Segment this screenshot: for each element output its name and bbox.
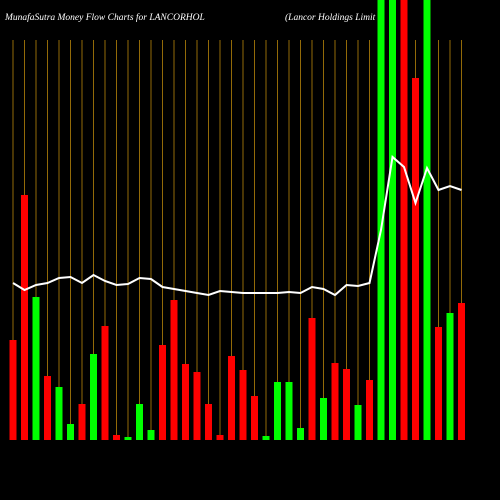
bar bbox=[400, 0, 408, 440]
bar bbox=[412, 78, 419, 440]
bar bbox=[262, 436, 270, 440]
bar bbox=[331, 363, 339, 440]
bar bbox=[216, 435, 224, 440]
bar bbox=[297, 428, 304, 440]
bar bbox=[366, 380, 373, 440]
bar bbox=[44, 376, 51, 440]
bar bbox=[239, 370, 247, 440]
bar bbox=[9, 340, 17, 440]
bar bbox=[182, 364, 189, 440]
bar bbox=[389, 0, 396, 440]
money-flow-line bbox=[12, 155, 462, 297]
bar bbox=[423, 0, 431, 440]
bar bbox=[205, 404, 212, 440]
bar bbox=[101, 326, 109, 440]
bar bbox=[32, 297, 40, 440]
bar bbox=[446, 313, 454, 440]
bar bbox=[251, 396, 258, 440]
bar bbox=[124, 437, 132, 440]
bar bbox=[458, 303, 465, 440]
bar bbox=[21, 195, 28, 440]
bar bbox=[170, 300, 178, 440]
bar bbox=[193, 372, 201, 440]
bar bbox=[274, 382, 281, 440]
chart-title: MunafaSutra Money Flow Charts for LANCOR… bbox=[4, 12, 205, 23]
bar bbox=[228, 356, 235, 440]
bar bbox=[136, 404, 143, 440]
bar bbox=[67, 424, 74, 440]
bar bbox=[78, 404, 86, 440]
bar bbox=[159, 345, 166, 440]
bar bbox=[308, 318, 316, 440]
bar bbox=[354, 405, 362, 440]
bar bbox=[147, 430, 155, 440]
bar bbox=[343, 369, 350, 440]
bar bbox=[435, 327, 442, 440]
bar bbox=[55, 387, 63, 440]
chart-subtitle: (Lancor Holdings Limit bbox=[285, 12, 376, 23]
bar bbox=[377, 0, 385, 440]
bar bbox=[90, 354, 97, 440]
bar bbox=[320, 398, 327, 440]
bar bbox=[285, 382, 293, 440]
bar bbox=[113, 435, 120, 440]
